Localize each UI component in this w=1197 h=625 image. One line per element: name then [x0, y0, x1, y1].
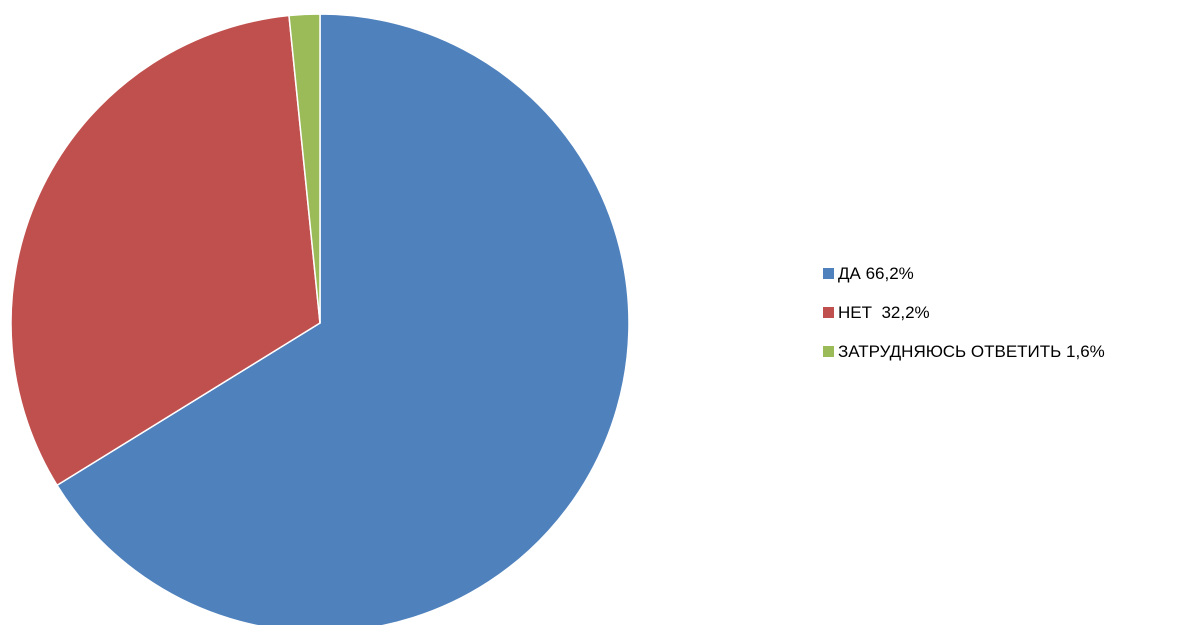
pie-slices: [10, 13, 630, 625]
legend-label: НЕТ 32,2%: [838, 302, 930, 322]
legend-label: ЗАТРУДНЯЮСЬ ОТВЕТИТЬ 1,6%: [838, 341, 1105, 361]
legend-swatch: [823, 307, 834, 318]
chart-legend: ДА 66,2% НЕТ 32,2% ЗАТРУДНЯЮСЬ ОТВЕТИТЬ 1,…: [823, 262, 1105, 379]
legend-label: ДА 66,2%: [838, 263, 914, 283]
pie-slice-2: [10, 14, 321, 487]
legend-item-1: ДА 66,2%: [823, 262, 1105, 285]
legend-item-3: ЗАТРУДНЯЮСЬ ОТВЕТИТЬ 1,6%: [823, 340, 1105, 363]
pie-slice-3: [288, 13, 321, 324]
pie-slice-1: [56, 13, 630, 625]
legend-item-2: НЕТ 32,2%: [823, 301, 1105, 324]
legend-swatch: [823, 268, 834, 279]
legend-swatch: [823, 346, 834, 357]
